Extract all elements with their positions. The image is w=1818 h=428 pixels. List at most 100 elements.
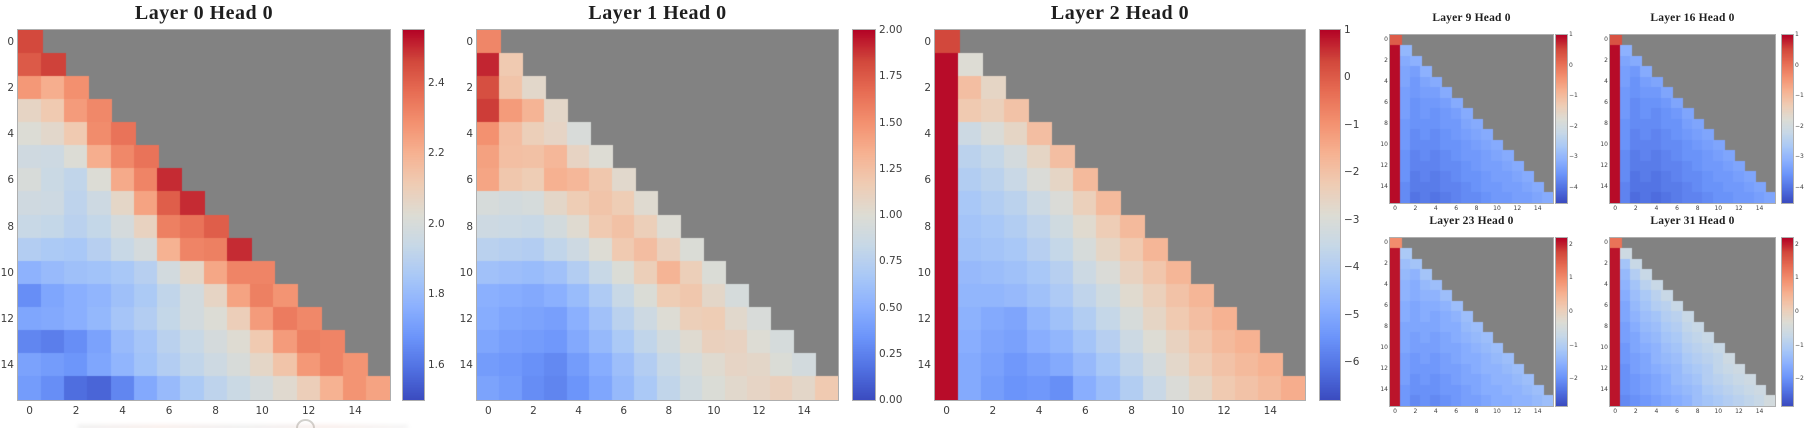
x-tick-label: 8 xyxy=(1695,205,1700,212)
x-tick-label: 12 xyxy=(1735,408,1743,415)
y-tick-label: 0 xyxy=(1604,36,1608,44)
colorbar-tick-label: 2 xyxy=(1795,240,1799,248)
colorbar-tick-label: 0 xyxy=(1795,61,1799,69)
colorbar-tick-label: 0.25 xyxy=(879,347,903,360)
y-tick-label: 4 xyxy=(1384,281,1388,289)
x-tick-label: 8 xyxy=(665,405,673,417)
y-tick-label: 10 xyxy=(1380,344,1388,352)
y-tick-label: 14 xyxy=(1600,386,1608,394)
x-tick-label: 4 xyxy=(1654,408,1659,415)
x-tick-label: 0 xyxy=(943,405,950,417)
colorbar-canvas xyxy=(1555,34,1568,204)
y-tick-label: 10 xyxy=(1600,141,1608,149)
y-tick-label: 0 xyxy=(924,35,931,48)
colorbar-tick-label: 0 xyxy=(1569,307,1573,315)
x-tick-label: 14 xyxy=(348,405,362,417)
y-tick-label: 10 xyxy=(917,266,931,279)
colorbar-tick-label: 0.50 xyxy=(879,301,903,314)
y-tick-label: 8 xyxy=(1604,120,1608,128)
y-tick-label: 0 xyxy=(1384,239,1388,247)
heatmap-canvas xyxy=(17,29,391,401)
x-tick-label: 10 xyxy=(1171,405,1185,417)
cropped-caption-smudge xyxy=(78,425,408,428)
colorbar-tick-label: 0.75 xyxy=(879,255,903,267)
heatmap-canvas xyxy=(934,29,1306,401)
colorbar-tick-label: 0.00 xyxy=(879,393,903,406)
y-tick-label: 14 xyxy=(917,359,931,372)
x-tick-label: 8 xyxy=(1474,205,1479,212)
y-tick-label: 14 xyxy=(459,359,473,372)
x-tick-label: 14 xyxy=(797,405,811,417)
y-tick-label: 6 xyxy=(924,174,931,187)
x-tick-label: 0 xyxy=(1393,408,1398,415)
panel-title: Layer 0 Head 0 xyxy=(134,2,274,24)
colorbar-tick-label: −1 xyxy=(1344,118,1360,131)
y-tick-label: 4 xyxy=(466,127,473,140)
x-tick-label: 12 xyxy=(1217,405,1231,417)
y-tick-label: 4 xyxy=(924,127,931,140)
colorbar-tick-label: −2 xyxy=(1569,122,1578,130)
y-tick-label: 8 xyxy=(1384,323,1388,331)
x-tick-label: 2 xyxy=(530,405,537,417)
colorbar-tick-label: 1 xyxy=(1569,31,1573,38)
y-tick-label: 8 xyxy=(1384,120,1388,128)
colorbar-tick-label: 2.0 xyxy=(428,217,445,230)
x-tick-label: 0 xyxy=(1613,408,1618,415)
colorbar-tick-label: −1 xyxy=(1795,341,1804,349)
x-tick-label: 0 xyxy=(26,405,33,417)
colorbar-tick-label: −4 xyxy=(1569,183,1578,191)
colorbar-tick-label: 1.6 xyxy=(428,358,445,371)
y-tick-label: 10 xyxy=(1380,141,1388,149)
colorbar-tick-label: 2 xyxy=(1569,240,1573,248)
colorbar-tick-label: 0 xyxy=(1569,61,1573,69)
y-tick-label: 10 xyxy=(0,266,14,279)
colorbar-canvas xyxy=(1781,34,1794,204)
y-tick-label: 2 xyxy=(924,81,931,94)
x-tick-label: 6 xyxy=(165,405,173,417)
colorbar-tick-label: 2.00 xyxy=(879,23,903,36)
x-tick-label: 0 xyxy=(484,405,492,417)
x-tick-label: 14 xyxy=(1533,205,1542,212)
colorbar-tick-label: −1 xyxy=(1569,92,1578,100)
x-tick-label: 2 xyxy=(72,405,80,417)
y-tick-label: 0 xyxy=(1384,36,1388,44)
colorbar-tick-label: −5 xyxy=(1344,308,1360,321)
y-tick-label: 14 xyxy=(1380,386,1388,394)
y-tick-label: 12 xyxy=(459,312,473,325)
y-tick-label: 6 xyxy=(466,174,473,187)
y-tick-label: 2 xyxy=(1384,57,1388,65)
colorbar-tick-label: 1.00 xyxy=(879,208,903,221)
colorbar-tick-label: −1 xyxy=(1569,341,1578,349)
heatmap-canvas xyxy=(1609,237,1776,407)
y-tick-label: 6 xyxy=(1384,302,1388,310)
y-tick-label: 14 xyxy=(1380,183,1388,191)
x-tick-label: 6 xyxy=(1454,205,1459,212)
colorbar-tick-label: −2 xyxy=(1344,166,1360,179)
x-tick-label: 14 xyxy=(1533,408,1542,415)
heatmap-canvas xyxy=(1389,237,1554,407)
y-tick-label: 12 xyxy=(1380,365,1388,373)
colorbar-tick-label: −6 xyxy=(1344,355,1360,368)
x-tick-label: 10 xyxy=(1714,408,1723,415)
y-tick-label: 0 xyxy=(1604,239,1608,247)
y-tick-label: 6 xyxy=(1384,99,1388,107)
cropped-caption-artifact xyxy=(296,419,315,428)
colorbar-tick-label: 0 xyxy=(1795,307,1799,315)
colorbar-canvas xyxy=(1555,237,1568,407)
colorbar-tick-label: 1 xyxy=(1795,274,1799,282)
y-tick-label: 8 xyxy=(924,220,931,233)
y-tick-label: 12 xyxy=(0,312,14,325)
x-tick-label: 12 xyxy=(1735,205,1743,212)
x-tick-label: 6 xyxy=(1081,405,1089,417)
x-tick-label: 8 xyxy=(212,405,219,417)
heatmap-canvas xyxy=(1609,34,1776,204)
x-tick-label: 2 xyxy=(1633,205,1638,212)
x-tick-label: 8 xyxy=(1128,405,1135,417)
y-tick-label: 2 xyxy=(1604,57,1608,65)
x-tick-label: 10 xyxy=(1714,205,1723,212)
x-tick-label: 4 xyxy=(1035,405,1043,417)
